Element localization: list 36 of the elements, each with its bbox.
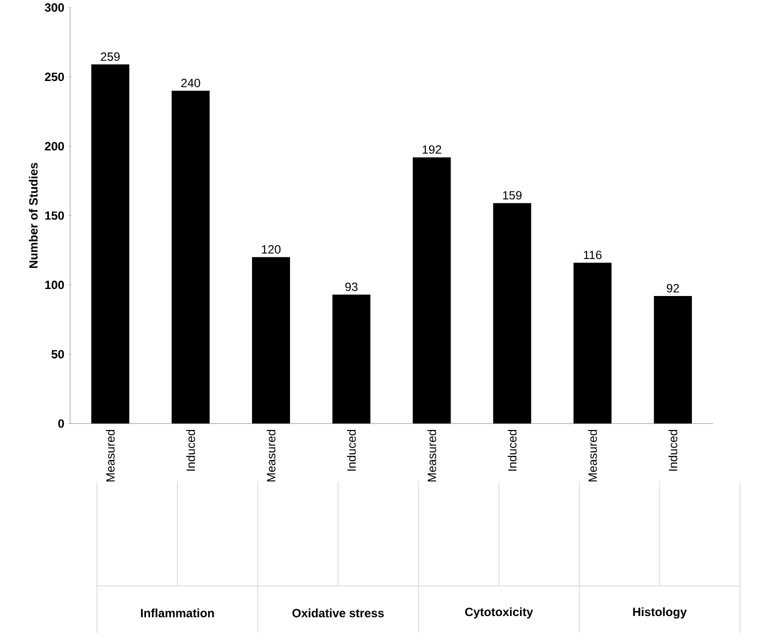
x-tick-label: Induced xyxy=(668,430,678,471)
data-label: 192 xyxy=(422,145,442,154)
y-tick-label: 100 xyxy=(45,280,64,290)
data-label: 92 xyxy=(666,284,679,292)
y-tick-label: 250 xyxy=(44,72,64,82)
data-label: 259 xyxy=(100,52,120,61)
text: Histology xyxy=(633,607,687,618)
x-tick-label: Measured xyxy=(266,430,276,482)
x-tick-label: Measured xyxy=(427,430,436,482)
y-tick-label: 150 xyxy=(45,211,64,220)
bar xyxy=(172,90,210,424)
data-label: 120 xyxy=(262,245,281,254)
data-label: 159 xyxy=(503,191,522,200)
data-label: 93 xyxy=(345,282,358,291)
text: Cytotoxicity xyxy=(465,607,534,618)
bar xyxy=(412,157,451,424)
x-tick-label: Induced xyxy=(186,430,196,471)
text: Inflammation xyxy=(141,608,214,618)
x-tick-label: Induced xyxy=(347,430,356,471)
y-axis-title: Number of Studies xyxy=(28,162,38,268)
x-tick-label: Measured xyxy=(588,430,597,482)
y-tick-label: 50 xyxy=(52,350,64,358)
bar xyxy=(574,262,612,424)
data-label: 116 xyxy=(584,250,602,260)
bar xyxy=(654,296,692,424)
y-tick-label: 200 xyxy=(44,142,64,150)
bar xyxy=(493,203,532,424)
x-tick-label: Measured xyxy=(106,430,115,482)
data-label: 240 xyxy=(181,78,200,88)
y-tick-label: 0 xyxy=(58,419,64,428)
text: Oxidative stress xyxy=(292,608,384,618)
bar xyxy=(332,294,370,424)
x-tick-label: Induced xyxy=(508,430,517,471)
bar xyxy=(91,64,130,424)
y-tick-label: 300 xyxy=(44,3,64,12)
bar xyxy=(252,257,290,424)
